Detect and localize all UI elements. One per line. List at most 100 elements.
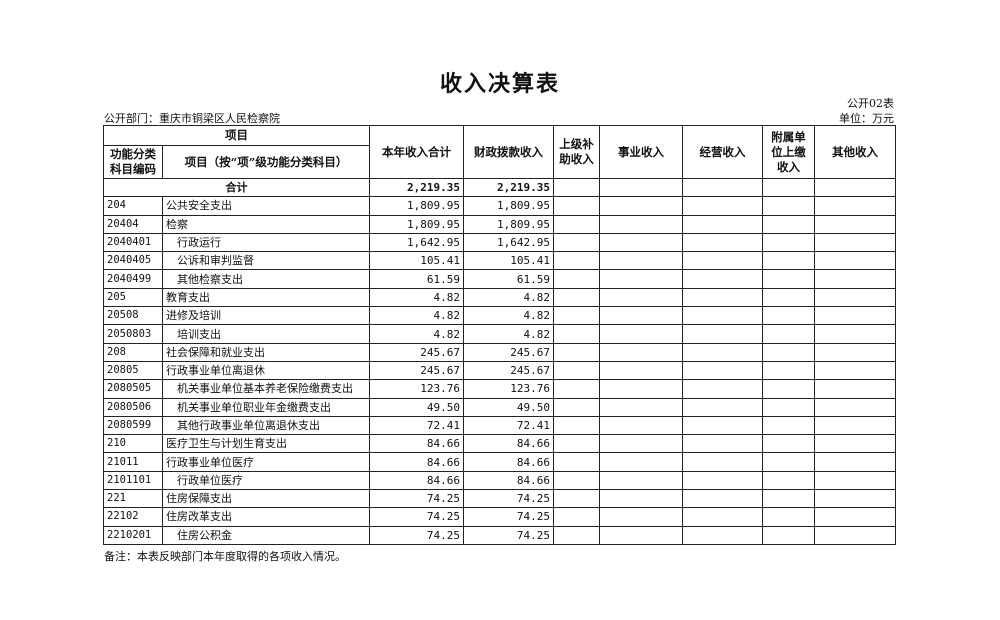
empty-cell [682, 306, 763, 326]
row-fiscal: 245.67 [463, 342, 554, 362]
row-fiscal: 49.50 [463, 397, 554, 417]
empty-cell [762, 415, 815, 436]
header-code: 功能分类科目编码 [103, 145, 163, 179]
empty-cell [599, 287, 683, 308]
empty-cell [599, 232, 683, 253]
row-code: 22102 [103, 507, 163, 527]
empty-cell [814, 397, 896, 417]
empty-cell [762, 470, 815, 491]
header-total: 本年收入合计 [369, 125, 464, 179]
row-fiscal: 84.66 [463, 470, 554, 491]
row-total: 84.66 [369, 452, 464, 472]
row-name: 住房保障支出 [162, 489, 370, 509]
empty-cell [814, 525, 896, 545]
row-fiscal: 74.25 [463, 489, 554, 509]
empty-cell [814, 360, 896, 381]
row-name: 住房改革支出 [162, 507, 370, 527]
empty-cell [814, 214, 896, 234]
header-item: 项目 [103, 125, 370, 146]
empty-cell [599, 434, 683, 454]
empty-cell [762, 342, 815, 362]
form-number: 公开02表 [847, 97, 894, 110]
row-code: 2040401 [103, 232, 163, 253]
empty-cell [762, 269, 815, 289]
row-total: 74.25 [369, 507, 464, 527]
row-name: 住房公积金 [162, 525, 370, 545]
table-row: 2040401 行政运行 1,642.95 1,642.95 [103, 232, 896, 253]
empty-cell [762, 507, 815, 527]
total-income: 2,219.35 [369, 177, 464, 198]
total-label: 合计 [103, 177, 370, 198]
header-name: 项目（按“项”级功能分类科目） [162, 145, 370, 179]
empty-cell [599, 397, 683, 417]
row-fiscal: 84.66 [463, 434, 554, 454]
total-fiscal: 2,219.35 [463, 177, 554, 198]
empty-cell [682, 452, 763, 472]
row-code: 2210201 [103, 525, 163, 545]
row-code: 2080505 [103, 379, 163, 399]
empty-cell [682, 507, 763, 527]
row-total: 61.59 [369, 269, 464, 289]
row-fiscal: 105.41 [463, 251, 554, 271]
empty-cell [762, 525, 815, 545]
row-name: 其他行政事业单位离退休支出 [162, 415, 370, 436]
row-fiscal: 4.82 [463, 324, 554, 344]
empty-cell [599, 470, 683, 491]
empty-cell [553, 379, 600, 399]
row-code: 20508 [103, 306, 163, 326]
empty-cell [553, 287, 600, 308]
empty-cell [814, 342, 896, 362]
table-row: 205 教育支出 4.82 4.82 [103, 287, 896, 308]
empty-cell [682, 434, 763, 454]
empty-cell [553, 360, 600, 381]
table-row: 21011 行政事业单位医疗 84.66 84.66 [103, 452, 896, 472]
empty-cell [599, 251, 683, 271]
header-business: 事业收入 [599, 125, 683, 179]
empty-cell [553, 470, 600, 491]
row-total: 1,809.95 [369, 196, 464, 216]
row-fiscal: 4.82 [463, 287, 554, 308]
empty-cell [553, 251, 600, 271]
empty-cell [814, 507, 896, 527]
empty-cell [682, 525, 763, 545]
table-row: 221 住房保障支出 74.25 74.25 [103, 489, 896, 509]
empty-cell [599, 507, 683, 527]
row-code: 2080506 [103, 397, 163, 417]
empty-cell [553, 342, 600, 362]
row-code: 2040405 [103, 251, 163, 271]
row-code: 21011 [103, 452, 163, 472]
row-code: 2040499 [103, 269, 163, 289]
row-name: 医疗卫生与计划生育支出 [162, 434, 370, 454]
empty-cell [553, 525, 600, 545]
row-fiscal: 1,809.95 [463, 214, 554, 234]
empty-cell [599, 324, 683, 344]
table-row: 204 公共安全支出 1,809.95 1,809.95 [103, 196, 896, 216]
empty-cell [682, 232, 763, 253]
empty-cell [682, 196, 763, 216]
empty-cell [682, 342, 763, 362]
empty-cell [814, 196, 896, 216]
empty-cell [814, 379, 896, 399]
empty-cell [682, 287, 763, 308]
row-name: 社会保障和就业支出 [162, 342, 370, 362]
table-row: 2210201 住房公积金 74.25 74.25 [103, 525, 896, 545]
row-code: 2101101 [103, 470, 163, 491]
unit-label: 单位：万元 [839, 112, 894, 125]
row-total: 1,809.95 [369, 214, 464, 234]
row-total: 245.67 [369, 342, 464, 362]
empty-cell [599, 452, 683, 472]
table-row: 2040405 公诉和审判监督 105.41 105.41 [103, 251, 896, 271]
row-fiscal: 1,642.95 [463, 232, 554, 253]
empty-cell [599, 214, 683, 234]
empty-cell [599, 489, 683, 509]
header-other: 其他收入 [814, 125, 896, 179]
header-operating: 经营收入 [682, 125, 763, 179]
row-fiscal: 61.59 [463, 269, 554, 289]
empty-cell [762, 324, 815, 344]
empty-cell [814, 415, 896, 436]
row-name: 公共安全支出 [162, 196, 370, 216]
row-total: 84.66 [369, 434, 464, 454]
row-fiscal: 245.67 [463, 360, 554, 381]
empty-cell [553, 269, 600, 289]
empty-cell [762, 214, 815, 234]
